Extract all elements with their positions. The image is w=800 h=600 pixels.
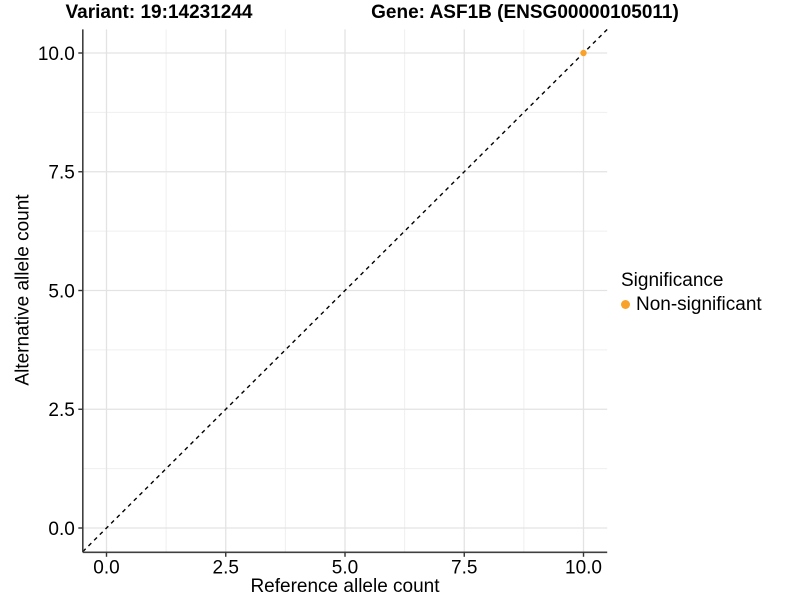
legend-item: Non-significant [621, 294, 762, 316]
y-tick-label: 7.5 [48, 163, 74, 184]
x-tick-label: 7.5 [451, 558, 477, 579]
x-tick-label: 10.0 [565, 558, 602, 579]
x-tick-label: 5.0 [332, 558, 358, 579]
legend-marker-circle-icon [621, 300, 630, 310]
y-axis-title: Alternative allele count [12, 194, 34, 386]
data-point [580, 49, 587, 57]
x-tick-label: 2.5 [213, 558, 239, 579]
y-tick-label: 5.0 [48, 281, 74, 302]
y-tick-label: 10.0 [38, 44, 75, 65]
y-tick-label: 0.0 [48, 519, 74, 540]
legend-title: Significance [621, 270, 724, 291]
legend: Significance Non-significant [621, 270, 762, 316]
identity-reference-line [82, 28, 608, 553]
x-tick-label: 0.0 [93, 558, 119, 579]
legend-item-label: Non-significant [636, 293, 762, 315]
plot-title-gene: Gene: ASF1B (ENSG00000105011) [371, 2, 679, 23]
x-axis-title: Reference allele count [250, 576, 440, 597]
plot-title-variant: Variant: 19:14231244 [65, 2, 253, 23]
y-tick-label: 2.5 [48, 400, 74, 421]
